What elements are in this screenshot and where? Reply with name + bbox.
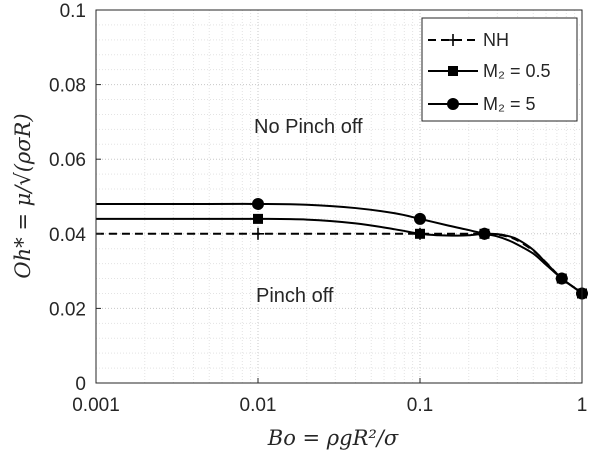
y-tick-label: 0.1 [60, 1, 86, 22]
x-tick-label: 1 [577, 395, 588, 416]
x-axis-title: Bo = ρgR²/σ [267, 426, 399, 450]
legend-label: NH [483, 30, 509, 50]
marker-circle [478, 227, 491, 240]
marker-circle [252, 197, 264, 210]
series-line [95, 202, 583, 295]
legend: NH M₂ = 0.5 M₂ = 5 [421, 17, 578, 122]
annotation-no-pinch-off: No Pinch off [254, 116, 363, 138]
axis-ticks: 0.001 0.01 0.1 1 0 0.02 0.04 0.06 0.08 0.1 [49, 1, 587, 416]
marker-plus [447, 34, 459, 46]
y-tick-label: 0.04 [49, 225, 86, 246]
marker-circle [555, 272, 568, 285]
marker-circle [447, 98, 459, 110]
plot-frame [95, 9, 583, 384]
marker-square [415, 228, 425, 239]
x-tick-label: 0.001 [72, 395, 120, 416]
marker-plus [252, 227, 264, 240]
x-tick-label: 0.01 [240, 395, 277, 416]
annotation-pinch-off: Pinch off [256, 285, 334, 307]
y-tick-label: 0.02 [49, 299, 86, 320]
y-tick-label: 0 [75, 374, 86, 395]
y-tick-label: 0.08 [49, 76, 86, 97]
series-line [95, 217, 583, 295]
y-tick-label: 0.06 [49, 150, 86, 171]
marker-circle [414, 212, 426, 225]
legend-label: M₂ = 0.5 [483, 61, 551, 81]
legend-label: M₂ = 5 [483, 94, 536, 114]
x-tick-label: 0.1 [407, 395, 433, 416]
marker-square [253, 213, 263, 224]
y-axis-title: Oh* = μ/√(ρσR) [11, 113, 35, 278]
marker-square [448, 66, 458, 76]
